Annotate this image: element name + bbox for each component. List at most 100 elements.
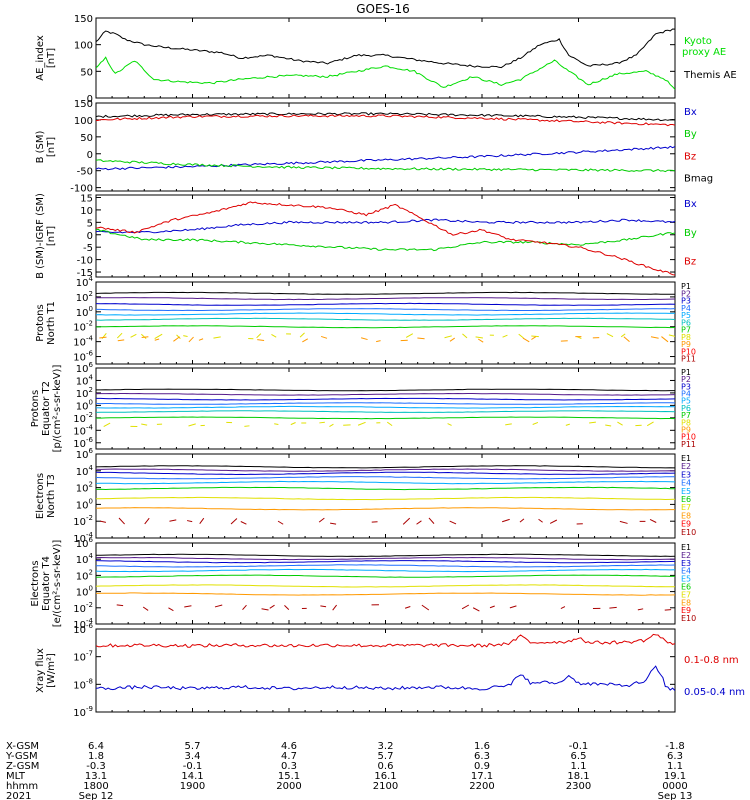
channel-line-P7: [96, 416, 675, 420]
y-tick-label: 10: [80, 206, 93, 217]
channel-legend-P9: P9: [681, 340, 691, 349]
y-tick-label: -5: [83, 243, 93, 254]
footer-tick-label: 19.1: [664, 771, 686, 782]
channel-legend-P5: P5: [681, 311, 691, 320]
channel-line-E2: [96, 468, 675, 472]
footer-tick-label: 0.3: [281, 761, 297, 772]
y-axis-label: Xray flux: [35, 648, 46, 693]
channel-segment-P8: [617, 421, 623, 426]
channel-legend-P8: P8: [681, 333, 691, 342]
y-tick-label: 104: [76, 373, 94, 387]
channel-segment-P9: [522, 337, 530, 343]
y-tick-label: 50: [80, 133, 93, 144]
y-tick-label: 0: [87, 231, 93, 242]
channel-legend-P4: P4: [681, 304, 691, 313]
channel-segment-E10: [489, 605, 495, 609]
y-tick-label: 104: [76, 552, 94, 566]
channel-segment-E10: [168, 607, 174, 612]
channel-segment-P8: [386, 421, 393, 427]
series-line-ae-0: [96, 28, 675, 69]
channel-line-E4: [96, 564, 675, 568]
channel-legend-P1: P1: [681, 368, 691, 377]
y-axis-label: B (SM): [35, 130, 46, 163]
channel-legend-P5: P5: [681, 397, 691, 406]
channel-segment-P8: [447, 423, 452, 426]
y-tick-label: 10-6: [73, 350, 93, 364]
y-axis-label: North T1: [46, 301, 57, 345]
channel-legend-E4: E4: [681, 479, 691, 488]
footer-row-label: hhmm: [6, 781, 38, 792]
channel-legend-P10: P10: [681, 433, 696, 442]
footer-tick-label: 1.1: [667, 761, 683, 772]
channel-segment-P9: [477, 338, 484, 343]
y-axis-label: AE_index: [35, 35, 46, 81]
channel-segment-E10: [277, 520, 284, 525]
y-tick-label: 5: [87, 218, 93, 229]
channel-segment-E10: [116, 604, 124, 607]
channel-segment-P8: [668, 334, 675, 337]
footer-tick-label: 17.1: [471, 771, 493, 782]
y-tick-label: 150: [74, 14, 93, 25]
channel-segment-P8: [274, 423, 279, 426]
y-tick-label: 10-6: [73, 436, 93, 450]
y-tick-label: 100: [76, 497, 93, 511]
channel-segment-P9: [320, 335, 328, 339]
footer-row-label: Z-GSM: [6, 761, 39, 772]
footer-tick-label: 4.7: [281, 751, 297, 762]
channel-segment-P9: [531, 336, 537, 340]
y-axis-label: North T3: [46, 474, 57, 518]
channel-segment-P8: [130, 333, 137, 338]
channel-segment-E10: [330, 522, 337, 525]
y-tick-label: 10-4: [73, 531, 93, 545]
channel-legend-E1: E1: [681, 543, 691, 552]
series-line-bigrf-0: [96, 218, 675, 234]
series-line-bsm-2: [96, 145, 675, 171]
series-line-xray-1: [96, 665, 675, 691]
footer-tick-label: Sep 12: [79, 791, 114, 800]
footer-tick-label: -0.1: [569, 741, 589, 752]
series-line-ae-1: [96, 56, 675, 90]
y-axis-label: [W/m²]: [46, 653, 57, 688]
channel-segment-P9: [173, 336, 180, 342]
footer-tick-label: 0.9: [474, 761, 490, 772]
channel-line-P7: [96, 325, 675, 329]
channel-segment-P8: [188, 423, 196, 427]
y-tick-label: 104: [76, 275, 94, 289]
y-axis-label: Protons: [35, 304, 46, 341]
y-axis-label: Electrons: [30, 560, 41, 606]
channel-line-P2: [96, 392, 675, 396]
channel-segment-P8: [505, 423, 512, 426]
channel-segment-P8: [141, 333, 147, 339]
plot-area: [96, 28, 675, 90]
plot-area: [96, 112, 675, 173]
y-tick-label: 10-6: [73, 622, 93, 636]
channel-segment-P8: [176, 334, 181, 340]
channel-segment-P8: [405, 333, 414, 338]
channel-segment-P9: [99, 336, 107, 339]
y-tick-label: 106: [76, 536, 94, 550]
channel-line-E4: [96, 476, 675, 480]
channel-segment-E10: [269, 604, 275, 609]
y-tick-label: 100: [76, 305, 93, 319]
y-axis-label: Equator T2: [41, 381, 52, 436]
channel-segment-P9: [141, 336, 149, 338]
channel-segment-P8: [256, 333, 262, 339]
footer-tick-label: 15.1: [278, 771, 300, 782]
channel-legend-E9: E9: [681, 520, 691, 529]
channel-line-E3: [96, 471, 675, 476]
channel-segment-P8: [213, 336, 221, 339]
channel-legend-E10: E10: [681, 614, 696, 623]
plot-area: [96, 291, 675, 343]
y-tick-label: 0: [87, 150, 93, 161]
plot-area: [96, 201, 675, 276]
series-legend: Bx: [684, 107, 697, 118]
channel-line-P4: [96, 308, 675, 312]
y-tick-label: -10: [77, 256, 93, 267]
channel-line-P6: [96, 410, 675, 413]
y-tick-label: 106: [76, 361, 94, 375]
series-legend: proxy AE: [682, 47, 726, 58]
plot-title: GOES-16: [356, 2, 410, 16]
footer-tick-label: 3.4: [185, 751, 201, 762]
y-tick-label: 102: [76, 386, 93, 400]
